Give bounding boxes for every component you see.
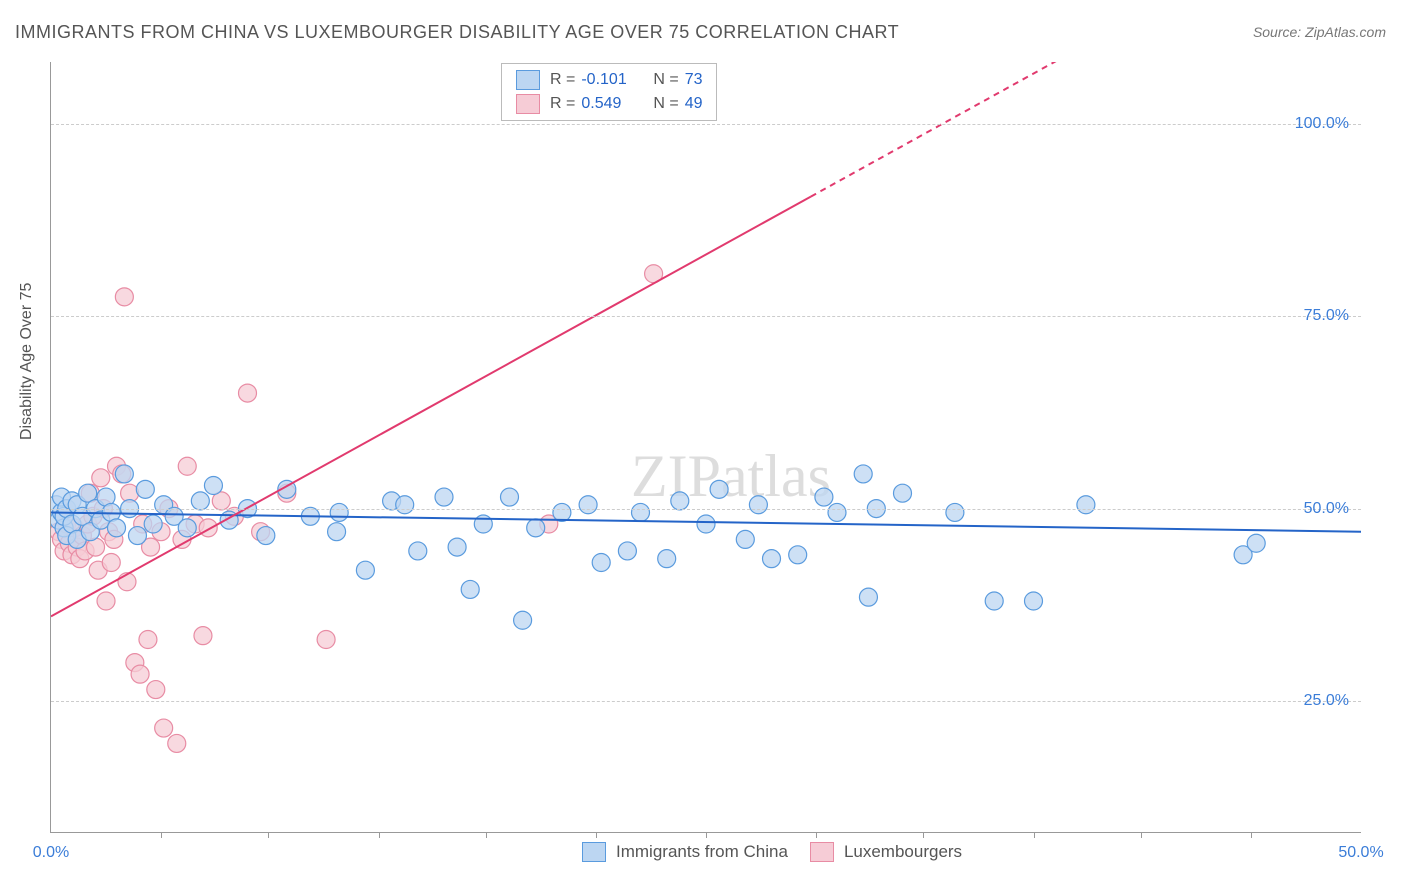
x-tick-label: 0.0% — [33, 844, 69, 862]
y-tick-label: 75.0% — [1304, 307, 1349, 325]
source-attribution: Source: ZipAtlas.com — [1253, 24, 1386, 40]
x-tick-label: 50.0% — [1338, 844, 1383, 862]
scatter-svg — [51, 62, 1361, 832]
series-legend: Immigrants from China Luxembourgers — [560, 842, 962, 862]
legend-label: Immigrants from China — [616, 842, 788, 862]
y-tick-label: 100.0% — [1295, 115, 1349, 133]
chart-title: IMMIGRANTS FROM CHINA VS LUXEMBOURGER DI… — [15, 22, 899, 43]
legend-row: R = -0.101N = 73 — [502, 68, 716, 92]
y-tick-label: 25.0% — [1304, 692, 1349, 710]
plot-area: ZIPatlas R = -0.101N = 73R = 0.549N = 49… — [50, 62, 1361, 833]
legend-row: R = 0.549N = 49 — [502, 92, 716, 116]
legend-swatch — [810, 842, 834, 862]
y-tick-label: 50.0% — [1304, 500, 1349, 518]
legend-swatch — [582, 842, 606, 862]
correlation-legend: R = -0.101N = 73R = 0.549N = 49 — [501, 63, 717, 121]
y-axis-label: Disability Age Over 75 — [18, 283, 36, 440]
legend-label: Luxembourgers — [844, 842, 962, 862]
